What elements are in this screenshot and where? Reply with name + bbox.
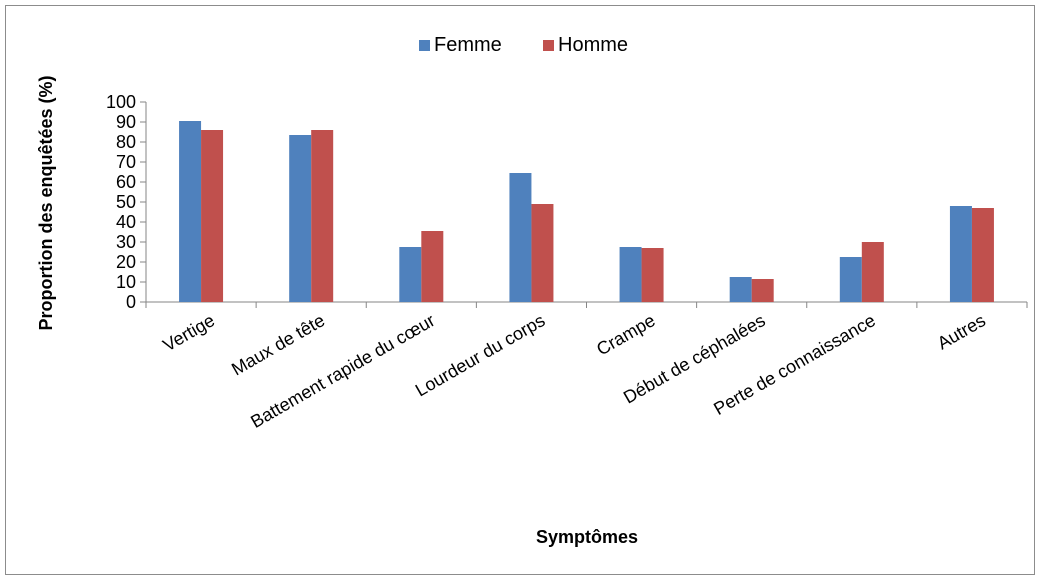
legend-swatch-homme <box>543 40 554 51</box>
x-category-label: Battement rapide du cœur <box>247 310 438 432</box>
bar-homme-7 <box>971 208 994 302</box>
bar-homme-0 <box>201 130 224 302</box>
bar-femme-5 <box>729 277 752 302</box>
y-tick-label: 90 <box>116 112 136 132</box>
x-axis-title: Symptômes <box>536 527 638 547</box>
y-tick-label: 70 <box>116 152 136 172</box>
y-tick-label: 30 <box>116 232 136 252</box>
x-category-label: Vertige <box>160 310 219 355</box>
bar-femme-6 <box>839 257 862 302</box>
bar-homme-4 <box>641 248 664 302</box>
y-tick-label: 60 <box>116 172 136 192</box>
bar-homme-6 <box>861 242 884 302</box>
x-category-label: Crampe <box>593 310 658 359</box>
legend-label-femme: Femme <box>434 34 502 56</box>
x-category-label: Autres <box>934 310 989 353</box>
bar-femme-3 <box>509 173 532 302</box>
bar-femme-4 <box>619 247 642 302</box>
bar-homme-2 <box>421 231 444 302</box>
bar-homme-3 <box>531 204 554 302</box>
bar-homme-5 <box>751 279 774 302</box>
x-category-label: Maux de tête <box>228 310 328 379</box>
y-tick-label: 50 <box>116 192 136 212</box>
bar-femme-1 <box>289 135 312 302</box>
bar-femme-2 <box>399 247 422 302</box>
bar-femme-0 <box>179 121 202 302</box>
bar-homme-1 <box>311 130 334 302</box>
y-tick-label: 100 <box>106 92 136 112</box>
y-tick-label: 0 <box>126 292 136 312</box>
legend-label-homme: Homme <box>558 34 628 56</box>
legend-swatch-femme <box>419 40 430 51</box>
y-tick-label: 20 <box>116 252 136 272</box>
bars <box>179 121 994 302</box>
legend: Femme Homme <box>419 34 628 56</box>
y-tick-label: 10 <box>116 272 136 292</box>
bar-femme-7 <box>949 206 972 302</box>
y-axis-title: Proportion des enquêtées (%) <box>36 75 56 330</box>
y-tick-label: 80 <box>116 132 136 152</box>
y-tick-label: 40 <box>116 212 136 232</box>
